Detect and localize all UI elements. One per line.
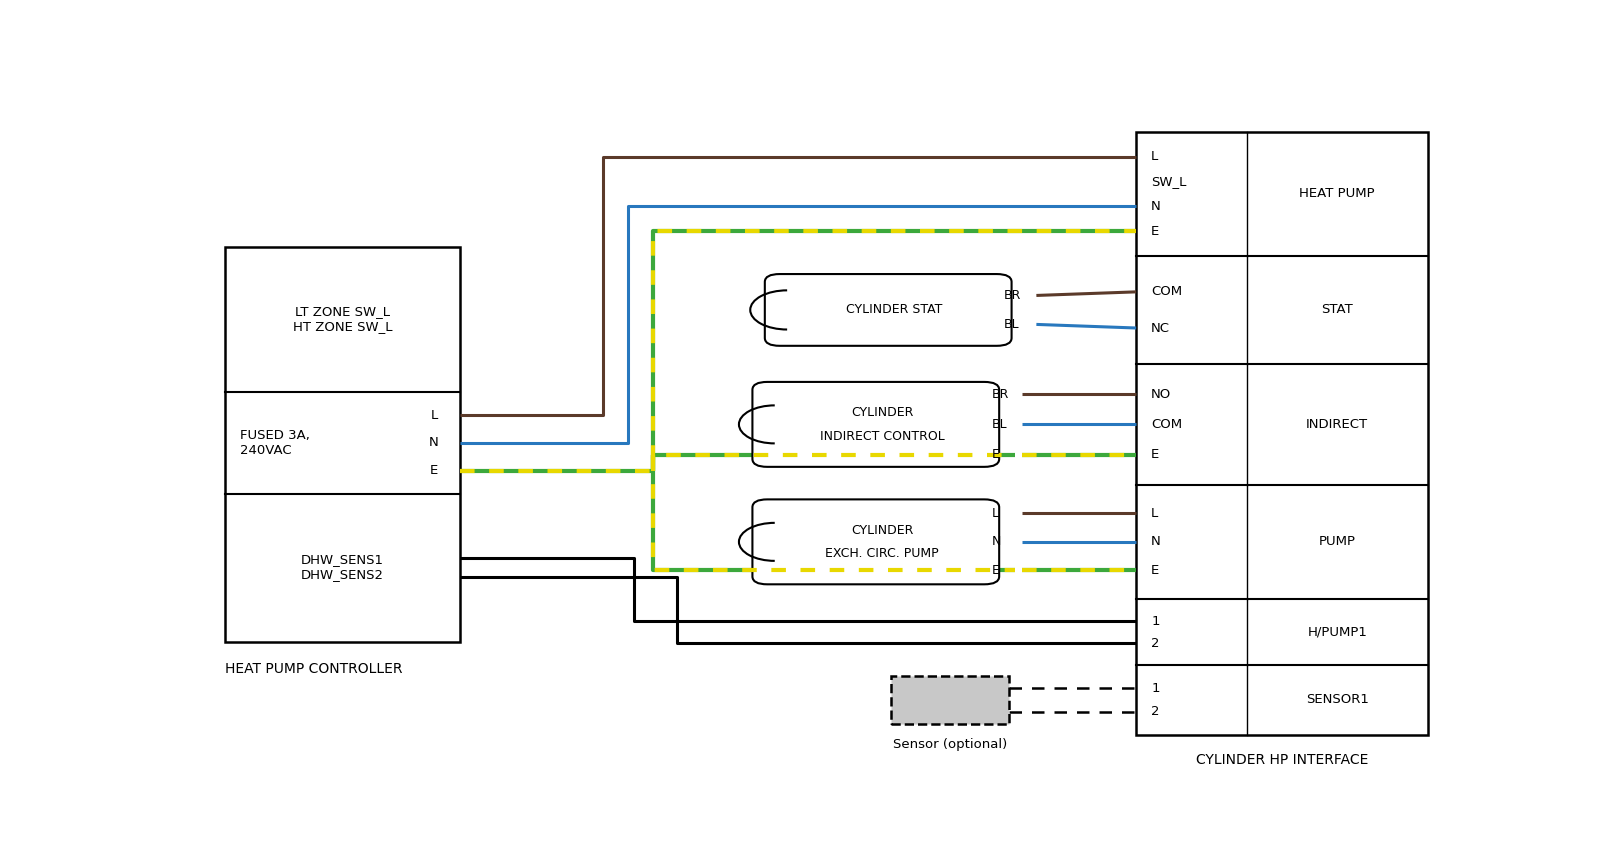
Text: EXCH. CIRC. PUMP: EXCH. CIRC. PUMP	[826, 547, 939, 560]
Text: E: E	[1150, 225, 1160, 238]
Text: N: N	[429, 436, 438, 450]
Text: COM: COM	[1150, 286, 1182, 298]
Text: N: N	[1150, 200, 1162, 213]
Text: SENSOR1: SENSOR1	[1306, 693, 1368, 706]
Text: 2: 2	[1150, 705, 1160, 718]
Text: LT ZONE SW_L
HT ZONE SW_L: LT ZONE SW_L HT ZONE SW_L	[293, 304, 392, 333]
Text: PUMP: PUMP	[1318, 535, 1355, 548]
Text: BR: BR	[992, 388, 1010, 401]
FancyBboxPatch shape	[752, 499, 998, 584]
Text: HEAT PUMP: HEAT PUMP	[1299, 187, 1374, 200]
Text: BR: BR	[1005, 289, 1021, 302]
Text: STAT: STAT	[1322, 304, 1354, 316]
Text: HEAT PUMP CONTROLLER: HEAT PUMP CONTROLLER	[224, 662, 402, 676]
Text: SW_L: SW_L	[1150, 175, 1187, 188]
Text: L: L	[1150, 507, 1158, 520]
Text: DHW_SENS1
DHW_SENS2: DHW_SENS1 DHW_SENS2	[301, 553, 384, 581]
Text: CYLINDER: CYLINDER	[851, 406, 914, 419]
Text: CYLINDER HP INTERFACE: CYLINDER HP INTERFACE	[1195, 753, 1368, 767]
Text: 1: 1	[1150, 615, 1160, 628]
Text: NO: NO	[1150, 388, 1171, 401]
Text: CYLINDER STAT: CYLINDER STAT	[846, 304, 942, 316]
Text: BL: BL	[1005, 318, 1019, 331]
FancyBboxPatch shape	[765, 274, 1011, 345]
Text: E: E	[992, 564, 1000, 577]
Text: 1: 1	[1150, 682, 1160, 695]
FancyBboxPatch shape	[1136, 133, 1427, 734]
Text: NC: NC	[1150, 321, 1170, 334]
Text: FUSED 3A,
240VAC: FUSED 3A, 240VAC	[240, 429, 309, 457]
Text: N: N	[1150, 535, 1162, 548]
Text: N: N	[992, 535, 1002, 548]
Text: INDIRECT: INDIRECT	[1306, 418, 1368, 431]
Text: CYLINDER: CYLINDER	[851, 523, 914, 536]
Text: E: E	[992, 448, 1000, 461]
Text: 2: 2	[1150, 637, 1160, 650]
Text: BL: BL	[992, 418, 1008, 431]
Text: E: E	[1150, 564, 1160, 577]
Text: INDIRECT CONTROL: INDIRECT CONTROL	[819, 430, 944, 443]
Text: COM: COM	[1150, 418, 1182, 431]
FancyBboxPatch shape	[752, 382, 998, 467]
Text: H/PUMP1: H/PUMP1	[1307, 626, 1368, 639]
Text: Sensor (optional): Sensor (optional)	[893, 738, 1008, 752]
Text: L: L	[992, 507, 998, 520]
FancyBboxPatch shape	[891, 676, 1010, 723]
Text: L: L	[430, 409, 438, 422]
Text: E: E	[1150, 448, 1160, 461]
FancyBboxPatch shape	[224, 247, 461, 642]
Text: L: L	[1150, 150, 1158, 163]
Text: E: E	[430, 464, 438, 477]
